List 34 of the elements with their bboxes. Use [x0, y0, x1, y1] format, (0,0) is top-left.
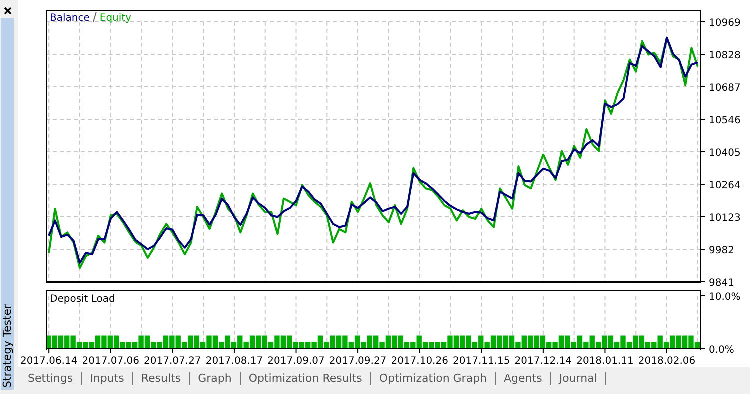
x-tick-label: 2017.12.14 [514, 356, 572, 367]
x-tick-label: 2017.09.07 [268, 356, 325, 367]
y-tick-label: 10264 [709, 180, 741, 192]
x-tick-label: 2017.10.26 [391, 356, 448, 367]
y-tick-label: 9982 [709, 246, 734, 256]
y-tick-label: 10.0% [709, 292, 741, 303]
x-tick-label: 2018.02.06 [638, 356, 696, 367]
text: Inputs [82, 372, 134, 384]
y-tick-label: 10123 [709, 213, 741, 224]
y-tick-label: 10687 [709, 83, 741, 94]
x-tick-label: 2017.11.15 [453, 356, 510, 367]
text: Strategy Tester [1, 303, 14, 388]
y-tick-label: 10828 [709, 50, 741, 62]
text: Settings [20, 372, 82, 384]
text: Graph [190, 372, 241, 384]
chart-title: Deposit Load [50, 294, 116, 305]
text: Journal [551, 372, 606, 384]
text: Balance [50, 13, 90, 24]
y-tick-label: 9841 [709, 278, 734, 289]
x-tick-label: 2018.01.11 [576, 356, 634, 367]
text: Results [133, 372, 190, 384]
text: Equity [100, 13, 132, 24]
text: Agents [496, 372, 552, 384]
x-tick-label: 2017.07.27 [144, 356, 202, 367]
x-tick-label: 2017.09.27 [329, 356, 387, 367]
y-tick-label: 0.0% [709, 345, 734, 356]
y-tick-label: 10405 [709, 148, 741, 159]
x-tick-label: 2017.08.17 [206, 356, 264, 367]
text: Optimization Graph [371, 372, 496, 384]
x-tick-label: 2017.07.06 [82, 356, 140, 367]
y-tick-label: 10546 [709, 116, 741, 126]
text: Optimization Results [240, 372, 372, 384]
y-tick-label: 10969 [709, 18, 741, 29]
x-tick-label: 2017.06.14 [20, 356, 78, 367]
